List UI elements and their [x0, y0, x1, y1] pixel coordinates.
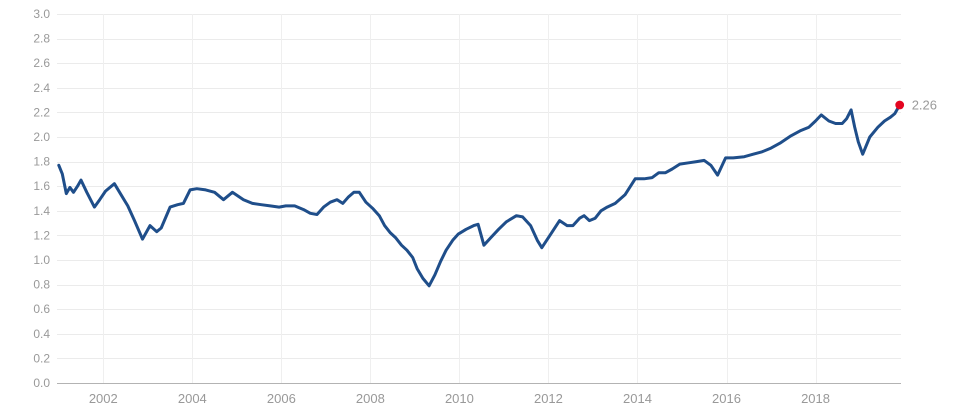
end-point-marker: [895, 100, 905, 110]
y-axis-tick-labels: 0.0 0.2 0.4 0.6 0.8 1.0 1.2 1.4 1.6 1.8 2.0 2.2 2.4 2…: [33, 7, 50, 390]
end-value-label: 2.26: [912, 98, 937, 113]
x-tick-label: 2004: [178, 391, 207, 406]
x-tick-label: 2016: [712, 391, 741, 406]
y-tick-label: 1.2: [33, 228, 50, 242]
vertical-gridlines: [103, 14, 817, 383]
y-tick-label: 1.0: [33, 253, 50, 267]
y-tick-label: 2.6: [33, 56, 50, 70]
x-tick-label: 2002: [89, 391, 118, 406]
x-tick-label: 2008: [356, 391, 385, 406]
y-tick-label: 2.4: [33, 81, 50, 95]
x-axis-tick-labels: 2002 2004 2006 2008 2010 2012 2014 2016 2018: [89, 391, 830, 406]
data-line: [57, 103, 902, 288]
y-tick-label: 0.2: [33, 351, 50, 365]
y-tick-label: 2.8: [33, 32, 50, 46]
y-tick-label: 1.8: [33, 155, 50, 169]
y-tick-label: 1.6: [33, 179, 50, 193]
x-tick-label: 2006: [267, 391, 296, 406]
y-tick-label: 0.0: [33, 376, 50, 390]
horizontal-gridlines: [57, 14, 901, 384]
y-tick-label: 2.2: [33, 105, 50, 119]
x-tick-label: 2018: [801, 391, 830, 406]
x-tick-label: 2010: [445, 391, 474, 406]
y-tick-label: 0.4: [33, 327, 50, 341]
y-tick-label: 2.0: [33, 130, 50, 144]
y-tick-label: 0.8: [33, 278, 50, 292]
y-tick-label: 0.6: [33, 302, 50, 316]
y-tick-label: 1.4: [33, 204, 50, 218]
x-tick-label: 2014: [623, 391, 652, 406]
y-tick-label: 3.0: [33, 7, 50, 21]
x-tick-label: 2012: [534, 391, 563, 406]
